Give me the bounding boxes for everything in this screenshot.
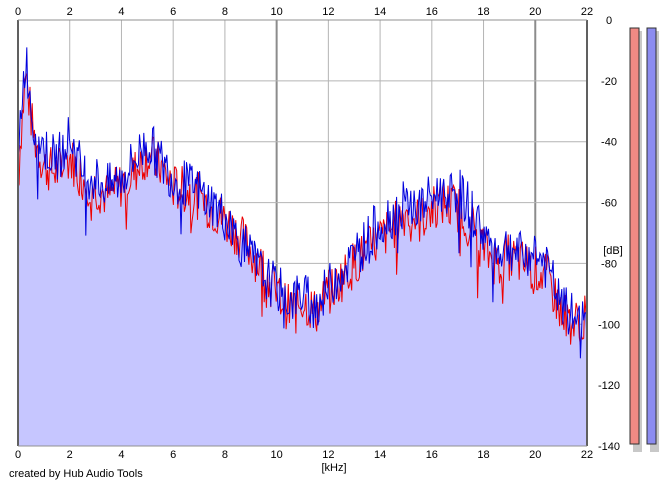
credit-text: created by Hub Audio Tools	[9, 468, 143, 480]
y-tick-label: -20	[601, 76, 617, 88]
x-tick-label-bottom: 8	[222, 449, 228, 461]
x-tick-label-top: 10	[271, 6, 283, 18]
y-tick-label: -100	[598, 319, 620, 331]
y-tick-label: 0	[606, 15, 612, 27]
x-tick-label-top: 20	[529, 6, 541, 18]
series-blue-line	[17, 47, 588, 359]
x-tick-label-bottom: 4	[118, 449, 124, 461]
meter-left-bar	[629, 27, 640, 445]
x-tick-label-top: 12	[322, 6, 334, 18]
x-tick-label-top: 4	[118, 6, 124, 18]
x-tick-label-top: 22	[581, 6, 593, 18]
spectrum-fill	[18, 47, 587, 447]
x-tick-label-bottom: 6	[170, 449, 176, 461]
x-axis-label: [kHz]	[321, 462, 346, 474]
y-tick-label: -40	[601, 137, 617, 149]
x-tick-label-top: 18	[477, 6, 489, 18]
x-tick-label-bottom: 18	[477, 449, 489, 461]
x-tick-label-top: 8	[222, 6, 228, 18]
x-tick-label-top: 16	[426, 6, 438, 18]
x-tick-label-bottom: 22	[581, 449, 593, 461]
y-tick-labels: 0 -20 -40 -60 -80 -100 -120 -140	[598, 15, 620, 453]
x-tick-label-bottom: 16	[426, 449, 438, 461]
y-axis-label: [dB]	[603, 245, 623, 257]
y-tick-label: -120	[598, 380, 620, 392]
spectrum-area	[18, 47, 587, 447]
x-tick-label-bottom: 20	[529, 449, 541, 461]
x-tick-label-top: 6	[170, 6, 176, 18]
x-tick-label-top: 2	[67, 6, 73, 18]
y-tick-label: -140	[598, 441, 620, 453]
y-tick-label: -80	[601, 258, 617, 270]
x-tick-label-bottom: 12	[322, 449, 334, 461]
x-tick-label-top: 0	[15, 6, 21, 18]
meter-right-bar	[646, 27, 657, 445]
x-tick-label-top: 14	[374, 6, 386, 18]
series-lines	[17, 47, 588, 359]
y-tick-label: -60	[601, 198, 617, 210]
level-meters	[629, 27, 659, 452]
x-tick-label-bottom: 14	[374, 449, 386, 461]
x-tick-label-bottom: 0	[15, 449, 21, 461]
x-tick-label-bottom: 2	[67, 449, 73, 461]
x-tick-label-bottom: 10	[271, 449, 283, 461]
axes	[17, 19, 588, 447]
